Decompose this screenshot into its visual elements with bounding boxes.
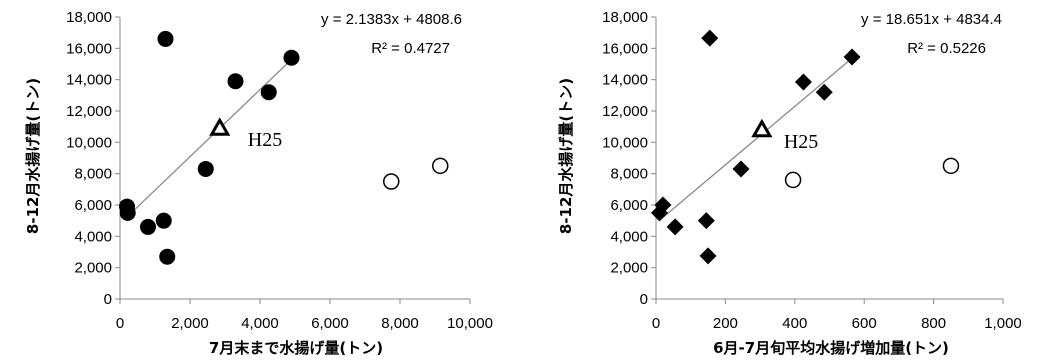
scatter-chart-right: 0 2,000 4,000 6,000 8,000 10,000 12,000 14,000 1… (557, 9, 1022, 357)
data-point-filled-circle (283, 49, 300, 66)
data-point-filled-diamond (654, 196, 672, 214)
data-point-filled-circle (140, 218, 156, 235)
y-tick-label: 14,000 (66, 72, 112, 89)
data-point-open-circle (383, 173, 400, 190)
data-point-filled-diamond (701, 29, 719, 47)
data-point-filled-diamond (843, 48, 861, 66)
data-point-filled-circle (260, 84, 277, 101)
y-axis-title: 8-12月水揚げ量(トン) (557, 78, 575, 234)
y-tick-label: 8,000 (74, 166, 112, 183)
x-tick-label: 800 (921, 315, 946, 332)
y-tick-label: 6,000 (610, 197, 648, 214)
x-tick-label: 10,000 (447, 315, 493, 332)
x-axis-title: 7月末まで水揚げ量(トン) (209, 339, 383, 357)
y-tick-label: 18,000 (66, 9, 112, 26)
y-tick-label: 0 (640, 291, 648, 308)
trendline-equation: y = 2.1383x + 4808.6 (321, 11, 462, 28)
data-point-filled-diamond (697, 212, 715, 230)
trendline-equation: y = 18.651x + 4834.4 (861, 11, 1002, 28)
y-tick-label: 4,000 (74, 228, 112, 245)
data-point-filled-diamond (732, 160, 750, 178)
data-point-filled-circle (227, 73, 244, 90)
data-point-filled-circle (159, 248, 176, 265)
y-tick-label: 14,000 (602, 72, 648, 89)
y-tick-label: 10,000 (602, 134, 648, 151)
data-point-filled-circle (197, 160, 214, 177)
data-point-open-triangle (209, 117, 231, 136)
trendline-r-squared: R² = 0.5226 (907, 40, 986, 57)
data-point-open-circle (784, 171, 802, 189)
y-axis-title: 8-12月水揚げ量(トン) (24, 78, 42, 234)
y-tick-label: 8,000 (610, 166, 648, 183)
annotation-h25: H25 (784, 131, 818, 153)
y-tick-label: 18,000 (602, 9, 648, 26)
data-point-filled-circle (155, 212, 172, 229)
x-tick-label: 200 (713, 315, 738, 332)
trendline (659, 56, 855, 221)
y-tick-label: 16,000 (66, 40, 112, 57)
y-tick-label: 0 (104, 291, 112, 308)
x-tick-label: 0 (652, 315, 660, 332)
data-point-filled-diamond (815, 83, 833, 101)
x-tick-label: 0 (116, 315, 124, 332)
data-point-filled-diamond (794, 73, 812, 91)
y-tick-label: 10,000 (66, 134, 112, 151)
y-tick-label: 16,000 (602, 40, 648, 57)
x-axis-title: 6月-7月旬平均水揚げ増加量(トン) (713, 339, 949, 357)
y-tick-label: 2,000 (610, 260, 648, 277)
x-tick-label: 2,000 (171, 315, 209, 332)
data-point-open-circle (942, 157, 960, 175)
y-tick-label: 6,000 (74, 197, 112, 214)
y-tick-label: 12,000 (602, 103, 648, 120)
x-tick-label: 6,000 (311, 315, 349, 332)
trendline-r-squared: R² = 0.4727 (371, 40, 450, 57)
data-point-filled-circle (119, 204, 136, 221)
x-tick-label: 600 (852, 315, 877, 332)
data-point-open-circle (432, 157, 449, 175)
data-point-open-triangle (751, 118, 773, 138)
y-tick-label: 12,000 (66, 103, 112, 120)
data-point-filled-circle (157, 30, 174, 47)
x-tick-label: 4,000 (241, 315, 279, 332)
data-point-filled-diamond (699, 247, 717, 265)
scatter-chart-left: 0 2,000 4,000 6,000 8,000 10,000 12,000 14,000 1… (24, 9, 493, 357)
x-tick-label: 8,000 (381, 315, 419, 332)
x-tick-label: 400 (782, 315, 807, 332)
x-tick-label: 1,000 (984, 315, 1022, 332)
annotation-h25: H25 (248, 129, 282, 151)
y-tick-label: 4,000 (610, 228, 648, 245)
y-tick-label: 2,000 (74, 260, 112, 277)
data-point-filled-diamond (666, 218, 684, 236)
